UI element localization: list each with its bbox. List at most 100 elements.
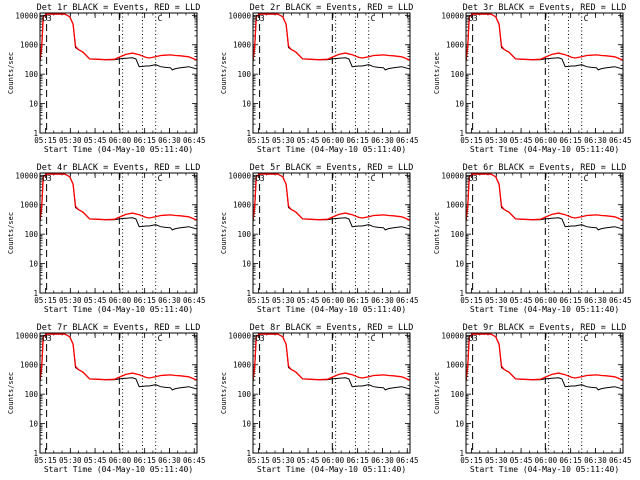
pill-mark: C [584, 334, 589, 343]
x-tick-label: 05:45 [297, 136, 320, 145]
events-series-line [253, 333, 410, 391]
corner-mark: C3 [255, 334, 265, 343]
x-tick-label: 06:15 [133, 136, 156, 145]
x-tick-label: 06:45 [609, 136, 632, 145]
plot-title: Det 9r BLACK = Events, RED = LLD [463, 323, 627, 333]
x-tick-label: 05:15 [34, 296, 57, 305]
y-tick-label: 1000 [233, 361, 252, 370]
x-tick-label: 06:30 [584, 296, 607, 305]
x-tick-label: 06:30 [584, 136, 607, 145]
x-tick-label: 06:00 [535, 456, 558, 465]
y-tick-label: 1 [33, 449, 38, 458]
events-series-line [40, 173, 197, 231]
events-series-line [253, 13, 410, 71]
x-tick-label: 06:00 [322, 296, 345, 305]
y-tick-label: 100 [237, 70, 251, 79]
x-axis-label: Start Time (04-May-10 05:11:40) [470, 145, 619, 154]
y-tick-label: 1 [246, 289, 251, 298]
y-tick-label: 1 [33, 289, 38, 298]
plot-title: Det 5r BLACK = Events, RED = LLD [250, 163, 414, 173]
corner-mark: C3 [42, 14, 52, 23]
corner-mark: C3 [42, 334, 52, 343]
x-tick-label: 06:30 [371, 456, 394, 465]
pill-mark: C [584, 14, 589, 23]
x-axis-label: Start Time (04-May-10 05:11:40) [470, 465, 619, 474]
x-tick-label: 06:15 [559, 456, 582, 465]
y-tick-label: 100 [237, 390, 251, 399]
corner-mark: C3 [255, 14, 265, 23]
y-tick-label: 1 [246, 449, 251, 458]
y-tick-label: 10000 [441, 171, 464, 180]
plot-title: Det 4r BLACK = Events, RED = LLD [37, 163, 201, 173]
y-axis-label: Counts/sec [220, 52, 228, 94]
y-tick-label: 1 [33, 129, 38, 138]
plot-frame [465, 12, 624, 134]
x-tick-label: 05:15 [247, 456, 270, 465]
x-tick-label: 06:45 [183, 136, 206, 145]
x-tick-label: 05:15 [460, 296, 483, 305]
x-tick-label: 06:45 [183, 456, 206, 465]
x-tick-label: 05:15 [460, 136, 483, 145]
x-tick-label: 06:30 [371, 136, 394, 145]
events-series-line [40, 333, 197, 391]
lld-series-line [253, 13, 410, 61]
pill-mark: C [371, 14, 376, 23]
x-tick-label: 05:30 [272, 136, 295, 145]
y-axis-label: Counts/sec [7, 52, 15, 94]
plot-frame [252, 332, 411, 454]
x-tick-label: 06:15 [346, 136, 369, 145]
x-tick-label: 05:15 [34, 456, 57, 465]
y-tick-label: 1 [459, 449, 464, 458]
x-tick-label: 06:30 [158, 136, 181, 145]
events-series-line [466, 333, 623, 391]
x-tick-label: 05:30 [59, 456, 82, 465]
x-tick-label: 05:45 [510, 456, 533, 465]
x-tick-label: 06:15 [346, 296, 369, 305]
y-axis-label: Counts/sec [7, 212, 15, 254]
plot-panel-7: Det 7r BLACK = Events, RED = LLD 1 10 100 10… [7, 323, 206, 474]
x-tick-label: 06:00 [109, 456, 132, 465]
x-tick-label: 06:45 [609, 296, 632, 305]
y-tick-label: 10000 [15, 171, 38, 180]
x-axis-label: Start Time (04-May-10 05:11:40) [44, 305, 193, 314]
x-tick-label: 06:15 [559, 296, 582, 305]
x-tick-label: 06:15 [559, 136, 582, 145]
corner-mark: C3 [468, 174, 478, 183]
plot-panel-8: Det 8r BLACK = Events, RED = LLD 1 10 100 10… [220, 323, 419, 474]
y-tick-label: 10000 [228, 171, 251, 180]
x-tick-label: 05:30 [59, 136, 82, 145]
pill-mark: C [158, 14, 163, 23]
y-tick-label: 1000 [20, 361, 39, 370]
lld-series-line [253, 333, 410, 381]
lld-series-line [40, 173, 197, 221]
events-series-line [466, 13, 623, 71]
x-tick-label: 06:15 [133, 296, 156, 305]
x-tick-label: 06:45 [396, 136, 419, 145]
plot-title: Det 2r BLACK = Events, RED = LLD [250, 3, 414, 13]
y-axis-label: Counts/sec [220, 212, 228, 254]
y-tick-label: 10 [455, 420, 465, 429]
y-tick-label: 100 [237, 230, 251, 239]
plot-frame [39, 332, 198, 454]
x-tick-label: 05:45 [84, 296, 107, 305]
y-tick-label: 1000 [446, 361, 465, 370]
plot-frame [39, 12, 198, 134]
x-axis-label: Start Time (04-May-10 05:11:40) [44, 465, 193, 474]
y-tick-label: 10 [29, 100, 39, 109]
y-tick-label: 1000 [446, 201, 465, 210]
lld-series-line [466, 333, 623, 381]
x-tick-label: 06:45 [396, 296, 419, 305]
x-axis-label: Start Time (04-May-10 05:11:40) [257, 305, 406, 314]
y-tick-label: 1000 [446, 41, 465, 50]
y-tick-label: 1 [246, 129, 251, 138]
y-axis-label: Counts/sec [433, 212, 441, 254]
x-tick-label: 06:45 [183, 296, 206, 305]
pill-mark: C [158, 334, 163, 343]
lld-series-line [466, 13, 623, 61]
plot-title: Det 6r BLACK = Events, RED = LLD [463, 163, 627, 173]
y-tick-label: 100 [24, 390, 38, 399]
plot-panel-5: Det 5r BLACK = Events, RED = LLD 1 10 100 10… [220, 163, 419, 314]
x-tick-label: 05:45 [84, 456, 107, 465]
plot-title: Det 7r BLACK = Events, RED = LLD [37, 323, 201, 333]
